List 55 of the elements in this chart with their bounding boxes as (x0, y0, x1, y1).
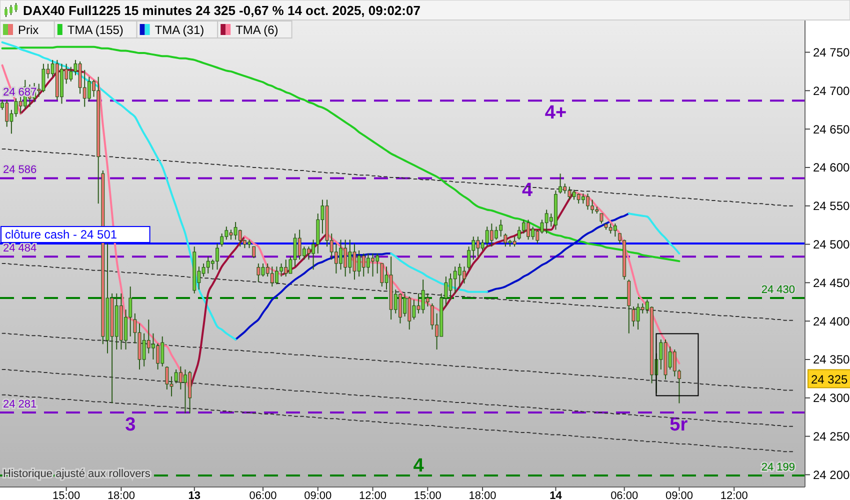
x-tick-label: 09:00 (304, 490, 332, 500)
x-tick-label: 18:00 (468, 490, 496, 500)
y-tick-label: 24 650 (813, 122, 850, 136)
ref-line-label: 24 484 (3, 242, 37, 255)
line-series (2, 262, 794, 321)
candlestick (613, 223, 617, 238)
chart-title: DAX40 Full1225 15 minutes 24 325 -0,67 % 14 oct. 2025, 09:02:07 (23, 3, 420, 18)
text: 24 325 (811, 372, 848, 387)
x-tick-label: 15:00 (52, 490, 80, 500)
annotation: 4 (522, 180, 533, 202)
candlestick (252, 246, 256, 259)
y-tick-label: 24 300 (813, 391, 850, 406)
ref-line-label: 24 199 (761, 461, 795, 474)
legend-label: TMA (6) (236, 23, 278, 37)
y-tick-label: 24 750 (813, 45, 850, 60)
candlestick (600, 213, 604, 224)
ref-line-label: 24 430 (761, 284, 795, 296)
candlestick (220, 233, 224, 248)
y-tick-label: 24 250 (813, 430, 850, 444)
y-tick-label: 24 500 (813, 237, 850, 252)
annotation: 3 (125, 414, 136, 436)
annotation: 5r (670, 414, 688, 436)
ref-line-label: 24 281 (3, 398, 37, 410)
line-series (2, 148, 794, 206)
x-tick-label: 06:00 (249, 490, 277, 500)
y-tick-label: 24 700 (813, 84, 850, 98)
line-series (2, 394, 794, 452)
x-tick-label: 06:00 (610, 490, 638, 500)
candlestick (504, 233, 508, 248)
x-tick-label: 12:00 (359, 490, 387, 500)
y-tick-label: 24 550 (813, 199, 850, 214)
y-tick-label: 24 350 (813, 352, 850, 367)
legend-label: TMA (31) (154, 23, 204, 37)
y-tick-label: 24 200 (813, 468, 850, 482)
legend-label: Prix (18, 23, 39, 37)
line-series (1, 46, 680, 262)
annotation: 4 (413, 455, 424, 476)
candlestick (558, 173, 562, 194)
legend-label: TMA (155) (67, 23, 124, 37)
x-tick-label: 13 (188, 490, 201, 500)
candlestick (380, 262, 384, 288)
x-tick-label: 12:00 (720, 490, 748, 500)
x-tick-label: 09:00 (665, 490, 693, 500)
ref-line-label: 24 586 (3, 164, 37, 176)
y-tick-label: 24 600 (813, 160, 850, 175)
ref-line-label: clôture cash - 24 501 (5, 228, 118, 242)
x-tick-label: 14 (550, 490, 563, 500)
line-series (2, 332, 794, 391)
y-tick-label: 24 450 (813, 276, 850, 290)
y-tick-label: 24 400 (813, 314, 850, 328)
candlestick (256, 262, 260, 282)
annotation: 4+ (544, 102, 567, 124)
candlestick (426, 292, 430, 307)
x-tick-label: 15:00 (414, 490, 442, 500)
x-tick-label: 18:00 (107, 490, 135, 500)
